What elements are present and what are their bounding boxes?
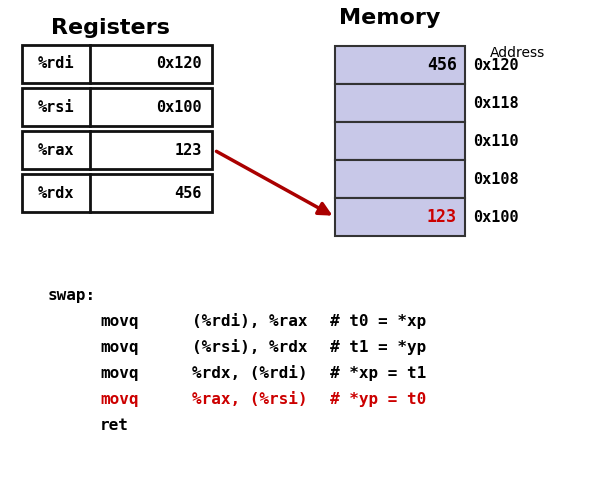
Text: # t1 = *yp: # t1 = *yp — [330, 340, 426, 355]
Text: %rdx: %rdx — [38, 186, 74, 200]
Text: 0x110: 0x110 — [473, 133, 519, 148]
Text: (%rsi), %rdx: (%rsi), %rdx — [192, 340, 308, 355]
Text: swap:: swap: — [48, 288, 96, 303]
Text: # *xp = t1: # *xp = t1 — [330, 366, 426, 381]
Text: # t0 = *xp: # t0 = *xp — [330, 314, 426, 329]
Text: movq: movq — [100, 366, 138, 381]
Text: 0x100: 0x100 — [156, 99, 202, 115]
Bar — [335, 198, 465, 236]
Text: %rdx, (%rdi): %rdx, (%rdi) — [192, 366, 308, 381]
Text: movq: movq — [100, 392, 138, 407]
Text: 0x120: 0x120 — [473, 57, 519, 73]
Bar — [335, 160, 465, 198]
Text: %rax: %rax — [38, 143, 74, 157]
Text: movq: movq — [100, 314, 138, 329]
Text: %rsi: %rsi — [38, 99, 74, 115]
Bar — [22, 88, 212, 126]
Bar — [22, 174, 212, 212]
Text: movq: movq — [100, 340, 138, 355]
Bar — [22, 45, 212, 83]
Text: %rdi: %rdi — [38, 56, 74, 72]
Text: # *yp = t0: # *yp = t0 — [330, 392, 426, 407]
Text: 0x100: 0x100 — [473, 210, 519, 224]
Bar — [335, 46, 465, 84]
Text: (%rdi), %rax: (%rdi), %rax — [192, 314, 308, 329]
Text: Registers: Registers — [51, 18, 169, 38]
Text: 0x118: 0x118 — [473, 96, 519, 111]
Text: 123: 123 — [427, 208, 457, 226]
Text: 0x108: 0x108 — [473, 172, 519, 187]
Bar — [22, 131, 212, 169]
Text: Address: Address — [490, 46, 545, 60]
Bar — [335, 122, 465, 160]
Text: %rax, (%rsi): %rax, (%rsi) — [192, 392, 308, 407]
Bar — [335, 84, 465, 122]
Text: ret: ret — [100, 418, 129, 433]
Text: 0x120: 0x120 — [156, 56, 202, 72]
Text: 456: 456 — [175, 186, 202, 200]
Text: Memory: Memory — [339, 8, 440, 28]
Text: 123: 123 — [175, 143, 202, 157]
Text: 456: 456 — [427, 56, 457, 74]
